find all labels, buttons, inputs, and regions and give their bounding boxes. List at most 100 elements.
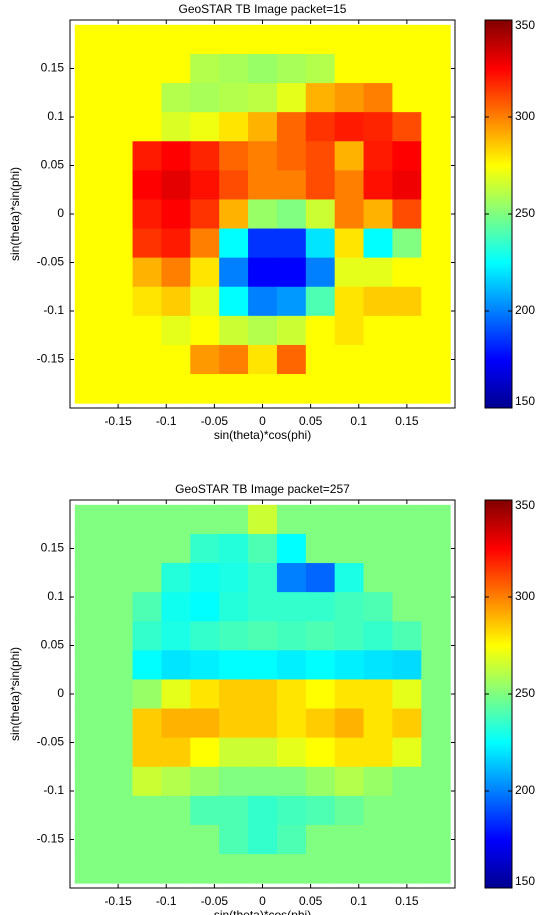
heat-cell [276,53,307,84]
heat-cell [161,286,191,317]
heat-cell [305,766,336,797]
heat-cell [392,563,422,593]
heat-cell [334,650,365,680]
heat-cell [392,824,422,855]
heat-cell [421,344,451,375]
heat-cell [363,679,393,710]
heat-cell [103,257,134,288]
heat-cell [248,199,278,230]
heat-cell [190,344,220,375]
heat-cell [334,315,365,346]
heat-cell [392,592,422,622]
heat-cell [305,170,336,200]
heat-cell [103,170,134,200]
heat-cell [334,563,365,593]
heat-cell [421,228,451,259]
x-tick-label: -0.1 [156,894,177,908]
heat-cell [103,737,134,768]
heat-cell [74,679,105,710]
heat-cell [190,592,220,622]
heat-cell [334,344,365,375]
heat-cell [305,737,336,768]
heat-cell [421,708,451,739]
heat-cell [248,170,278,200]
heat-cell [334,708,365,739]
heat-cell [103,766,134,797]
heat-cell [421,286,451,317]
heat-cell [276,344,307,375]
heat-cell [276,824,307,855]
heat-cell [219,228,249,259]
heat-cell [190,53,220,84]
x-tick-label: 0.1 [350,894,367,908]
heat-cell [421,766,451,797]
heat-cell [363,854,393,884]
heat-cell [219,795,249,826]
heat-cell [334,83,365,113]
heat-cell [334,257,365,288]
heat-cell [421,199,451,230]
heat-cell [248,621,278,651]
y-tick-label: 0.1 [47,589,64,603]
heat-cell [161,83,191,113]
heat-cell [305,141,336,171]
heat-cell [132,344,162,375]
heat-cell [334,53,365,84]
colorbar-tick-label: 300 [515,589,535,603]
heat-cell [305,824,336,855]
colorbar-tick-label: 200 [515,303,535,317]
heat-cell [305,854,336,884]
heat-cell [190,315,220,346]
colorbar-tick-label: 200 [515,783,535,797]
heat-cell [276,621,307,651]
heat-cell [305,621,336,651]
heat-cell [74,83,105,113]
heat-cell [276,737,307,768]
heat-cell [363,621,393,651]
y-tick-label: -0.1 [43,303,64,317]
heat-cell [392,708,422,739]
heat-cell [190,24,220,55]
heat-cell [305,504,336,535]
heat-cell [334,766,365,797]
heat-cell [305,83,336,113]
heat-cell [421,112,451,142]
heat-cell [421,563,451,593]
heat-cell [248,112,278,142]
heat-cell [190,286,220,317]
heat-cell [363,592,393,622]
heat-cell [103,563,134,593]
heat-cell [190,170,220,200]
heat-cell [276,315,307,346]
heat-cell [248,228,278,259]
colorbar-tick-label: 250 [515,206,535,220]
heat-cell [334,374,365,404]
heat-cell [305,112,336,142]
heat-cell [103,650,134,680]
x-tick-label: -0.15 [104,414,132,428]
heat-cell [363,286,393,317]
heat-cell [276,228,307,259]
y-tick-label: -0.15 [37,352,65,366]
heat-cell [392,737,422,768]
heat-cell [132,737,162,768]
heat-cell [190,766,220,797]
heat-cell [363,824,393,855]
heat-cell [161,141,191,171]
heat-cell [392,344,422,375]
heat-cell [248,854,278,884]
chart-title: GeoSTAR TB Image packet=15 [179,2,347,16]
heat-cell [74,228,105,259]
heat-cell [305,374,336,404]
heat-cell [132,708,162,739]
heat-cell [248,679,278,710]
heat-cell [132,257,162,288]
heat-cell [161,170,191,200]
heat-cell [219,824,249,855]
heat-cell [363,53,393,84]
heat-cell [132,141,162,171]
heat-cell [190,112,220,142]
heat-cell [74,533,105,564]
x-tick-label: 0.05 [299,414,323,428]
heat-cell [161,504,191,535]
